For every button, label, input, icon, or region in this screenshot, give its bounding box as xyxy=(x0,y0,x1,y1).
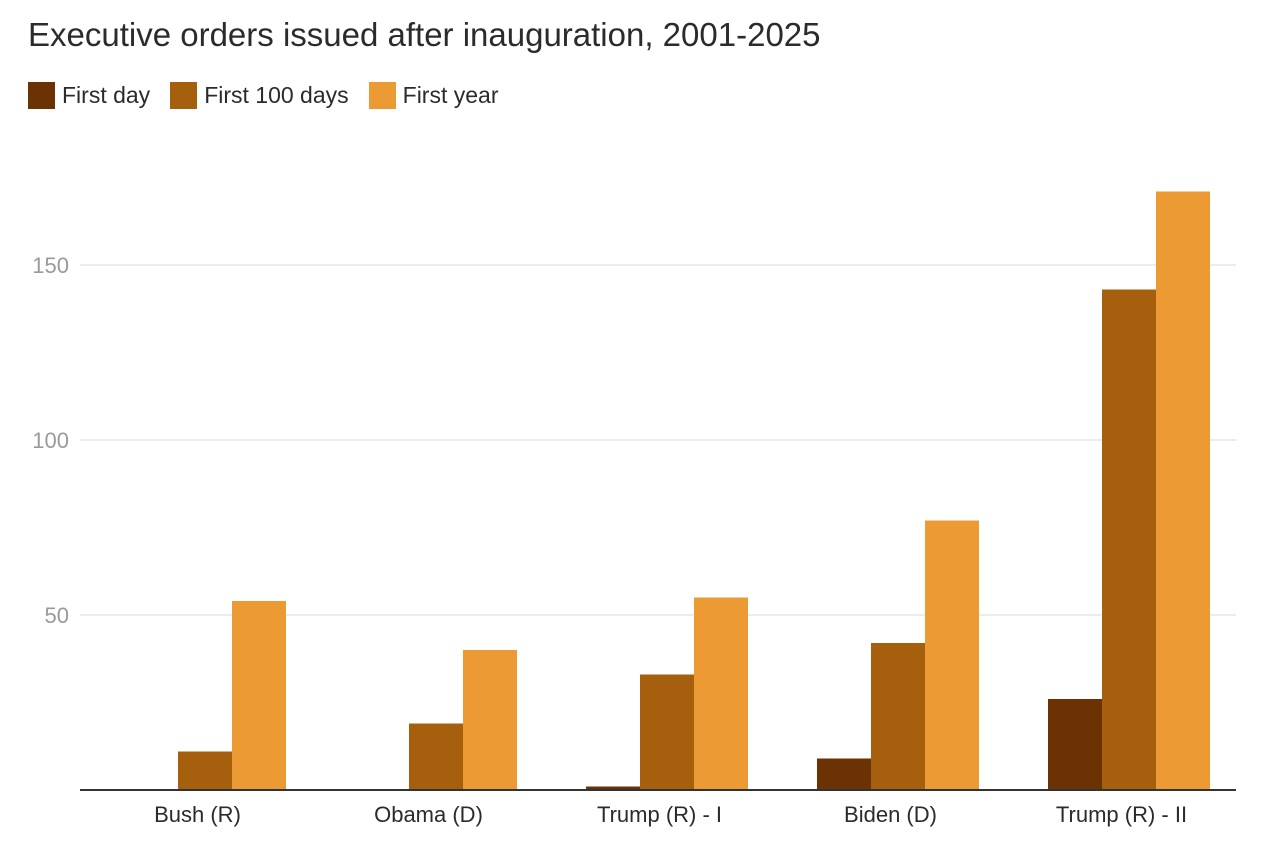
bar-first-100-days-biden-d xyxy=(871,643,925,790)
bar-first-day-biden-d xyxy=(817,758,871,790)
bar-first-100-days-trump-r-i xyxy=(640,674,694,790)
bar-first-day-trump-r-i xyxy=(586,786,640,790)
legend-swatch-first-day xyxy=(28,82,55,109)
legend-item-first-100-days[interactable]: First 100 days xyxy=(170,82,349,109)
bar-first-100-days-bush-r xyxy=(178,751,232,790)
y-tick-label-50: 50 xyxy=(45,603,69,628)
legend-label-first-year: First year xyxy=(402,82,499,108)
bar-first-year-obama-d xyxy=(463,650,517,790)
x-tick-label-biden-d: Biden (D) xyxy=(844,802,937,827)
bar-first-100-days-obama-d xyxy=(409,723,463,790)
x-tick-label-obama-d: Obama (D) xyxy=(374,802,483,827)
legend-swatch-first-100-days xyxy=(170,82,198,109)
legend-label-first-day: First day xyxy=(62,82,151,108)
bar-first-100-days-trump-r-ii xyxy=(1102,289,1156,790)
chart-title: Executive orders issued after inaugurati… xyxy=(28,16,821,53)
legend-item-first-day[interactable]: First day xyxy=(28,82,150,109)
x-tick-label-trump-r-i: Trump (R) - I xyxy=(597,802,722,827)
bar-first-year-trump-r-ii xyxy=(1156,191,1210,790)
bar-first-day-trump-r-ii xyxy=(1048,699,1102,790)
legend: First day First 100 days First year xyxy=(28,82,498,109)
legend-item-first-year[interactable]: First year xyxy=(368,82,499,109)
legend-swatch-first-year xyxy=(368,82,396,109)
y-tick-label-150: 150 xyxy=(32,253,69,278)
bar-first-year-trump-r-i xyxy=(694,597,748,790)
legend-label-first-100-days: First 100 days xyxy=(204,82,349,108)
x-tick-label-bush-r: Bush (R) xyxy=(154,802,241,827)
bar-first-year-biden-d xyxy=(925,520,979,790)
x-tick-label-trump-r-ii: Trump (R) - II xyxy=(1056,802,1187,827)
bar-first-year-bush-r xyxy=(232,601,286,790)
y-tick-label-100: 100 xyxy=(32,428,69,453)
